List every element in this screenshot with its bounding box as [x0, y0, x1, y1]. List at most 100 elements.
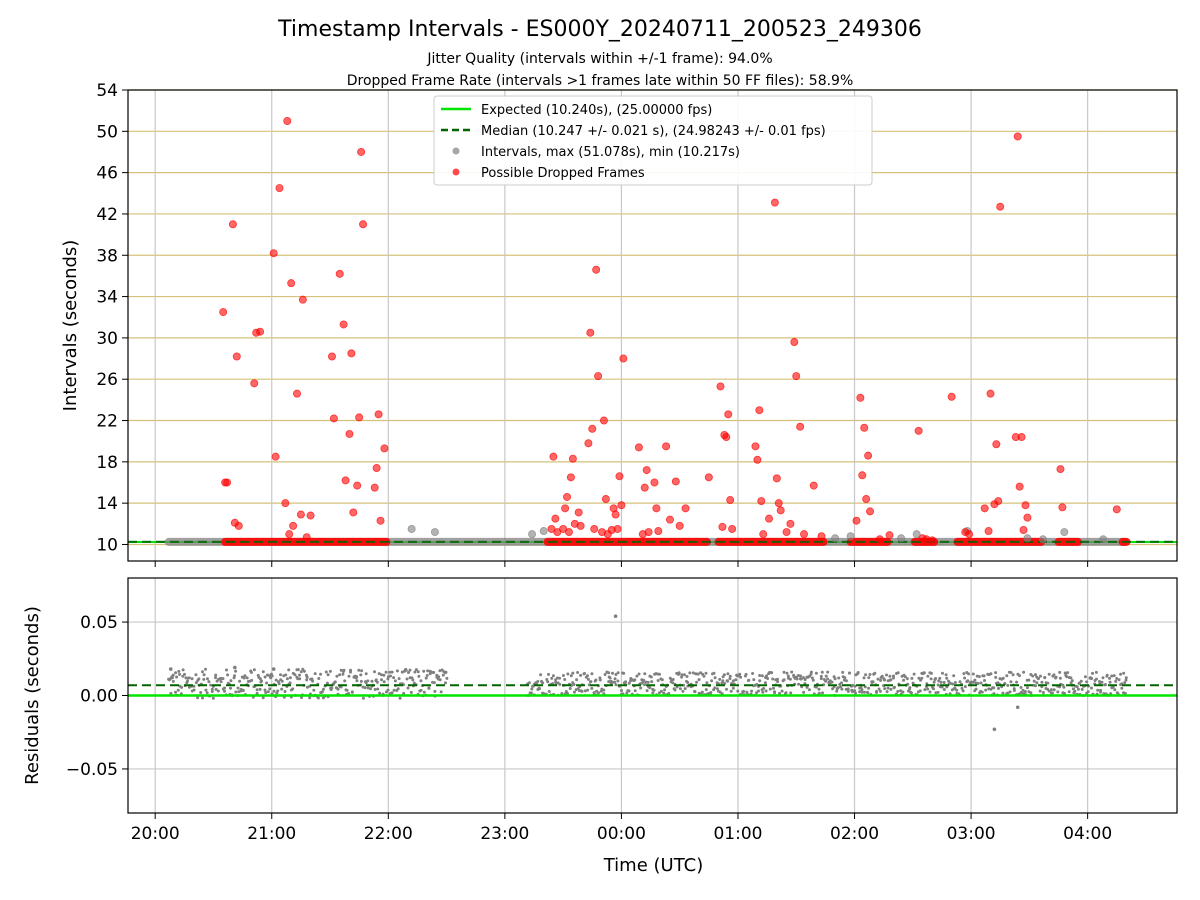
residual-point — [963, 685, 967, 689]
residual-point — [627, 681, 631, 685]
residual-point — [758, 674, 762, 677]
residual-point — [355, 675, 359, 679]
residual-point — [408, 668, 412, 672]
residual-point — [438, 678, 442, 682]
bottom-y-axis-label: Residuals (seconds) — [22, 606, 43, 785]
residual-point — [1036, 677, 1040, 681]
residual-point — [236, 686, 240, 690]
dropped-frame-point — [613, 524, 622, 533]
residual-point — [550, 676, 554, 680]
dropped-frame-point — [875, 535, 884, 544]
residual-point — [422, 690, 426, 694]
residual-point — [835, 689, 839, 693]
residual-point — [923, 688, 927, 692]
dropped-frame-point — [298, 295, 307, 304]
residual-point — [851, 683, 854, 687]
legend: Expected (10.240s), (25.00000 fps) Media… — [433, 95, 873, 186]
residual-point — [871, 680, 875, 684]
x-tick-label: 02:00 — [830, 824, 879, 844]
residual-point — [402, 691, 406, 695]
dropped-frame-point — [228, 220, 237, 229]
residual-point — [962, 672, 966, 676]
top-y-tick-label: 34 — [96, 288, 118, 308]
residual-point — [364, 672, 368, 676]
residual-point — [265, 681, 269, 685]
residual-point — [255, 691, 259, 695]
dropped-frame-point — [753, 455, 762, 464]
residual-point — [937, 679, 941, 683]
dropped-frame-point — [866, 507, 875, 516]
residual-point — [951, 682, 955, 686]
residual-outlier-point — [1015, 705, 1020, 710]
dropped-frame-point — [1112, 505, 1121, 514]
residual-point — [266, 690, 270, 694]
residual-point — [771, 677, 775, 681]
residual-point — [335, 674, 339, 678]
residual-point — [255, 688, 259, 692]
residual-point — [407, 671, 410, 674]
residual-point — [1117, 678, 1121, 682]
residual-point — [675, 685, 679, 689]
residual-point — [837, 676, 841, 680]
residual-point — [541, 681, 545, 685]
residual-point — [713, 686, 717, 690]
residual-point — [792, 673, 796, 677]
dropped-frame-point — [634, 443, 643, 452]
residual-point — [807, 688, 811, 692]
residual-point — [190, 677, 194, 681]
residual-point — [821, 691, 824, 695]
residual-point — [658, 672, 661, 676]
residual-point — [846, 689, 850, 693]
residual-point — [238, 679, 242, 683]
residual-point — [1090, 686, 1093, 690]
residual-point — [805, 685, 809, 689]
residual-point — [892, 676, 895, 680]
legend-dropped-symbol — [452, 168, 460, 176]
residual-point — [1058, 670, 1062, 674]
dropped-frame-point — [654, 527, 663, 536]
dropped-frame-point — [359, 220, 368, 229]
dropped-frame-point — [980, 504, 989, 513]
residual-point — [305, 675, 309, 679]
dropped-frame-point — [796, 422, 805, 431]
dropped-frame-point — [341, 476, 350, 485]
residual-point — [817, 691, 821, 695]
residual-point — [345, 688, 349, 692]
residual-point — [772, 686, 775, 690]
residual-point — [261, 670, 265, 674]
residual-point — [1035, 681, 1039, 685]
residual-point — [1099, 688, 1103, 692]
residual-point — [955, 688, 959, 692]
residual-point — [643, 672, 647, 676]
residual-point — [866, 691, 870, 695]
dropped-frame-point — [329, 414, 338, 423]
residual-point — [375, 680, 379, 684]
residual-point — [357, 668, 361, 672]
residual-point — [789, 691, 793, 695]
residual-point — [663, 688, 667, 692]
residual-point — [1075, 685, 1079, 689]
residual-point — [310, 677, 314, 681]
residual-point — [613, 677, 617, 681]
dropped-frame-point — [1023, 513, 1032, 522]
dropped-frame-point — [772, 474, 781, 483]
dropped-frame-point — [642, 466, 651, 475]
residual-point — [341, 672, 345, 676]
residual-point — [590, 686, 594, 690]
residual-point — [751, 672, 755, 675]
residual-point — [582, 672, 586, 676]
residual-point — [390, 691, 394, 695]
residual-point — [992, 686, 996, 690]
residual-point — [867, 686, 871, 690]
residual-point — [680, 675, 684, 679]
residual-point — [860, 688, 864, 692]
residual-point — [1067, 690, 1071, 694]
residual-point — [202, 677, 206, 681]
residual-point — [187, 676, 191, 680]
residual-point — [862, 676, 866, 680]
residual-point — [427, 686, 431, 690]
residual-point — [819, 677, 823, 681]
residual-point — [826, 670, 830, 674]
residual-point — [229, 679, 233, 683]
dropped-frame-point — [770, 198, 779, 207]
